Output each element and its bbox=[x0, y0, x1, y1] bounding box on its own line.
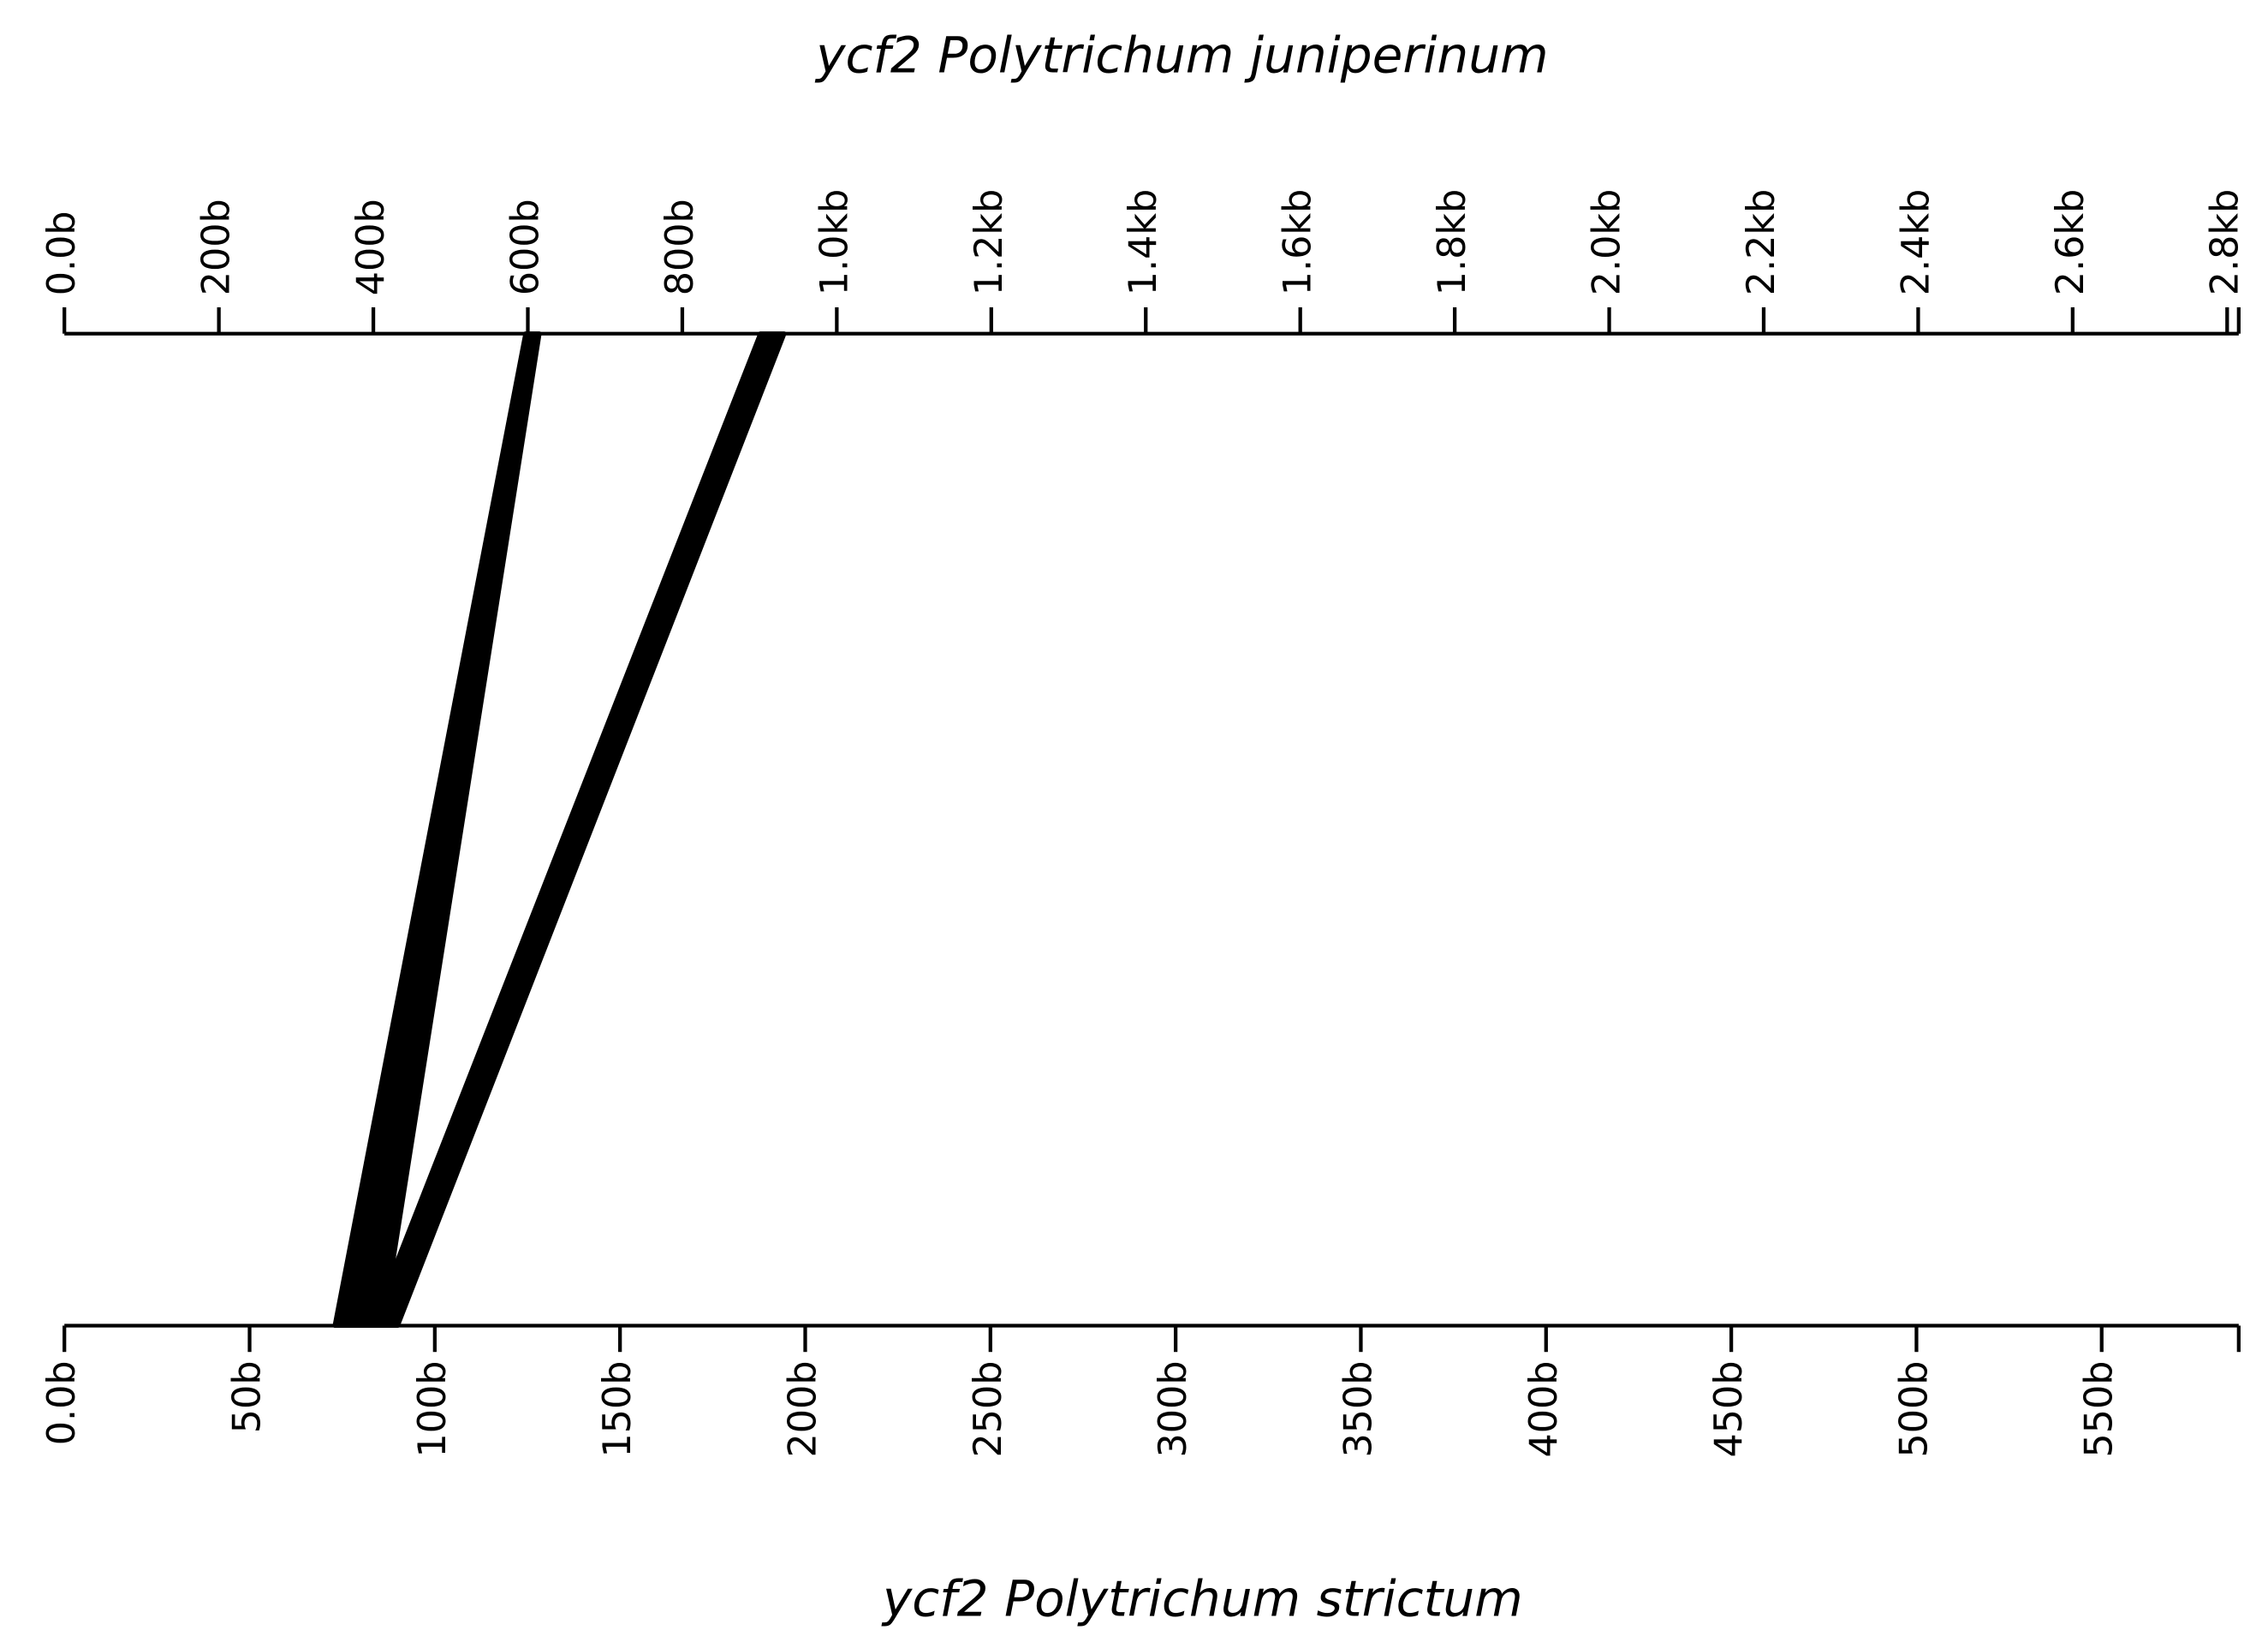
x-tick-label: 150b bbox=[596, 1360, 640, 1457]
x-tick-label: 250b bbox=[967, 1360, 1010, 1457]
x-tick-label: 200b bbox=[781, 1360, 824, 1457]
x-tick-label: 2.0kb bbox=[1586, 189, 1629, 296]
x-tick-label: 1.8kb bbox=[1431, 189, 1474, 296]
bottom-axis-title: ycf2 Polytrichum strictum bbox=[881, 1570, 1523, 1628]
x-tick-label: 800b bbox=[658, 199, 702, 295]
x-tick-label: 2.4kb bbox=[1894, 189, 1938, 296]
x-tick-label: 400b bbox=[349, 199, 393, 295]
x-tick-label: 1.2kb bbox=[967, 189, 1011, 296]
x-tick-label: 350b bbox=[1336, 1360, 1380, 1457]
x-tick-label: 450b bbox=[1707, 1360, 1751, 1457]
top-axis-title: ycf2 Polytrichum juniperinum bbox=[814, 27, 1549, 85]
x-tick-label: 600b bbox=[504, 199, 548, 295]
x-tick-label: 50b bbox=[226, 1360, 270, 1433]
x-tick-label: 2.6kb bbox=[2049, 189, 2092, 296]
x-tick-label: 400b bbox=[1522, 1360, 1566, 1457]
x-tick-label: 500b bbox=[1892, 1360, 1936, 1457]
x-tick-label: 300b bbox=[1152, 1360, 1195, 1457]
x-tick-label: 550b bbox=[2078, 1360, 2122, 1457]
x-tick-label: 200b bbox=[195, 199, 239, 295]
x-tick-label: 1.4kb bbox=[1122, 189, 1165, 296]
x-tick-label: 1.6kb bbox=[1277, 189, 1320, 296]
x-tick-label: 0.0b bbox=[40, 1360, 84, 1445]
x-tick-label: 1.0kb bbox=[813, 189, 856, 296]
x-tick-label: 2.8kb bbox=[2203, 189, 2247, 296]
x-tick-label: 0.0b bbox=[40, 211, 84, 295]
x-tick-label: 2.2kb bbox=[1740, 189, 1783, 296]
x-tick-label: 100b bbox=[411, 1360, 455, 1457]
